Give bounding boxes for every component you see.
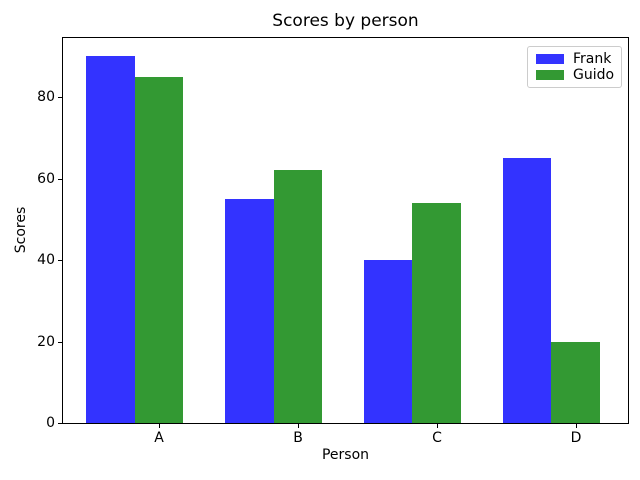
- y-tick-label: 80: [37, 89, 55, 105]
- y-tick-label: 20: [37, 334, 55, 350]
- x-tick-label: C: [432, 430, 442, 446]
- x-tick-mark: [159, 424, 160, 428]
- legend-swatch-frank: [536, 54, 564, 64]
- bar-frank-B: [225, 198, 274, 423]
- x-tick-label: D: [570, 430, 582, 446]
- bar-guido-A: [134, 76, 184, 423]
- y-tick-mark: [58, 342, 62, 343]
- y-tick-mark: [58, 423, 62, 424]
- x-tick-mark: [437, 424, 438, 428]
- y-tick-mark: [58, 260, 62, 261]
- legend-swatch-guido: [536, 70, 564, 80]
- y-tick-label: 60: [37, 171, 55, 187]
- bar-frank-D: [502, 158, 552, 423]
- bar-guido-B: [273, 170, 323, 423]
- bar-frank-C: [363, 260, 413, 423]
- x-tick-label: A: [154, 430, 164, 446]
- x-tick-mark: [576, 424, 577, 428]
- legend-label-frank: Frank: [573, 51, 612, 67]
- x-tick-mark: [298, 424, 299, 428]
- chart-title: Scores by person: [272, 11, 419, 31]
- legend: Frank Guido: [527, 46, 622, 88]
- y-tick-label: 40: [37, 252, 55, 268]
- bar-frank-A: [86, 56, 135, 423]
- y-tick-label: 0: [46, 415, 55, 431]
- x-axis-label: Person: [321, 447, 370, 463]
- y-axis-label: Scores: [13, 206, 29, 254]
- bar-guido-C: [412, 203, 461, 423]
- bar-guido-D: [551, 341, 600, 423]
- x-tick-label: B: [293, 430, 303, 446]
- legend-item-frank: Frank: [536, 52, 613, 66]
- plot-area: [62, 37, 629, 424]
- y-tick-mark: [58, 97, 62, 98]
- y-tick-mark: [58, 179, 62, 180]
- legend-label-guido: Guido: [573, 67, 615, 83]
- legend-item-guido: Guido: [536, 67, 615, 83]
